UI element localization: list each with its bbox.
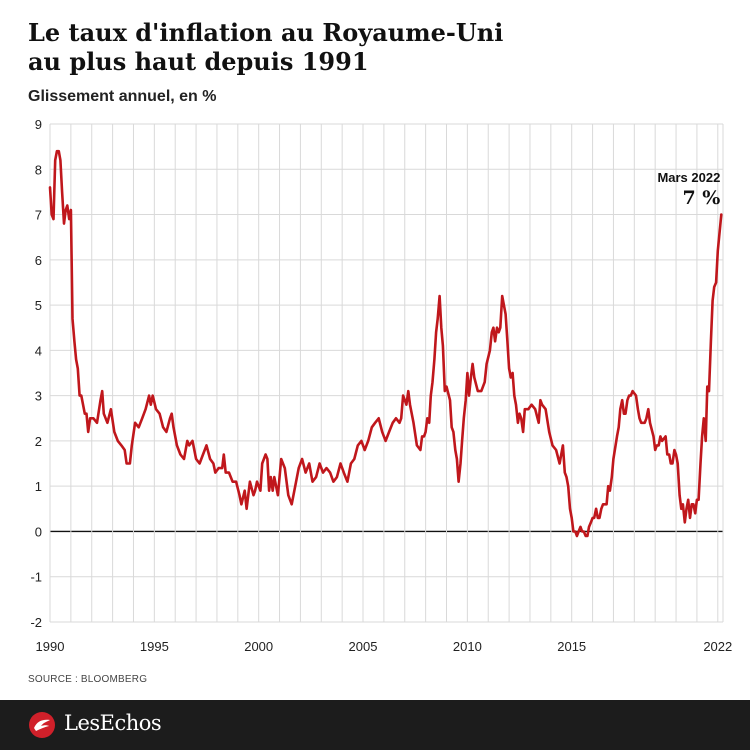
page-title: Le taux d'inflation au Royaume-Uni au pl… — [28, 18, 728, 76]
footer-logo-text: LesEchos — [64, 711, 162, 735]
source-note: SOURCE : BLOOMBERG — [28, 674, 148, 685]
title-line-1: Le taux d'inflation au Royaume-Uni — [28, 18, 504, 47]
inflation-series-line — [48, 149, 723, 538]
y-axis-ticks: -2 -1 0 1 2 3 4 5 6 7 8 9 — [30, 117, 42, 630]
x-tick-label: 2010 — [453, 639, 482, 654]
inflation-line-chart: -2 -1 0 1 2 3 4 5 6 7 8 9 1990 1995 2000 2005 2010 2015 2… — [30, 117, 733, 654]
chart-series — [48, 149, 723, 538]
chart-subtitle: Glissement annuel, en % — [28, 88, 217, 105]
y-tick-label: 5 — [35, 298, 42, 313]
les-echos-logo-icon — [29, 712, 55, 738]
y-tick-label: 0 — [35, 524, 42, 539]
x-tick-label: 2005 — [349, 639, 378, 654]
y-tick-label: -2 — [30, 615, 42, 630]
y-tick-label: -1 — [30, 570, 42, 585]
x-tick-label: 2015 — [557, 639, 586, 654]
chart-grid — [49, 123, 724, 623]
title-line-2: au plus haut depuis 1991 — [28, 47, 369, 76]
y-tick-label: 9 — [35, 117, 42, 132]
x-tick-label: 1990 — [36, 639, 65, 654]
annotation-value-label: 7 % — [682, 187, 720, 209]
x-axis-ticks: 1990 1995 2000 2005 2010 2015 2022 — [36, 639, 733, 654]
x-tick-label: 1995 — [140, 639, 169, 654]
y-tick-label: 2 — [35, 434, 42, 449]
chart-annotation: Mars 2022 7 % — [657, 170, 720, 209]
y-tick-label: 6 — [35, 253, 42, 268]
y-tick-label: 7 — [35, 208, 42, 223]
x-tick-label: 2022 — [703, 639, 732, 654]
footer-bar: LesEchos — [0, 700, 750, 750]
y-tick-label: 1 — [35, 479, 42, 494]
y-tick-label: 4 — [35, 343, 42, 358]
annotation-date-label: Mars 2022 — [657, 170, 720, 185]
y-tick-label: 3 — [35, 389, 42, 404]
y-tick-label: 8 — [35, 162, 42, 177]
x-tick-label: 2000 — [244, 639, 273, 654]
